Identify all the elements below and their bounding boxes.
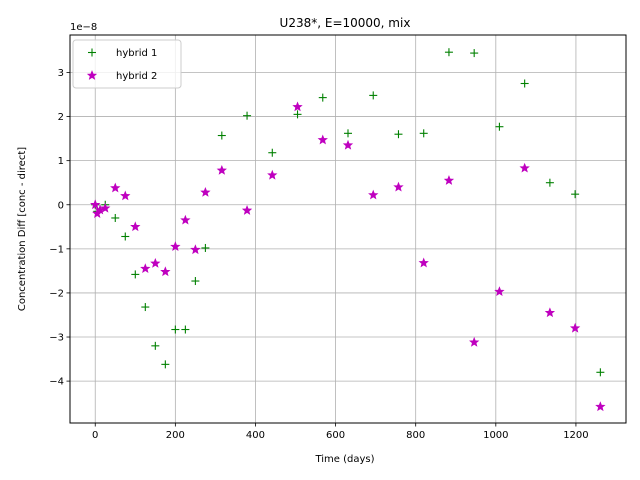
axis-ticks: 0 200 400 600 800 1000 1200 −4 −3 −2 −1 0 1 2 3 [49, 68, 588, 441]
y-offset-label: 1e−8 [70, 22, 97, 33]
legend-label-hybrid-2: hybrid 2 [116, 71, 157, 82]
data-point [121, 232, 130, 241]
data-point [170, 241, 181, 252]
data-point [571, 190, 580, 199]
data-point [443, 175, 455, 185]
x-tick-label: 200 [166, 430, 185, 441]
data-point [120, 190, 131, 201]
data-point [318, 93, 327, 102]
data-point [131, 270, 140, 279]
y-tick-label: 3 [58, 68, 64, 79]
legend-marker-hybrid-1 [88, 48, 96, 57]
data-point [344, 129, 352, 138]
data-point [368, 189, 379, 200]
data-point [216, 164, 227, 175]
y-tick-label: −3 [49, 333, 64, 344]
x-axis-label: Time (days) [314, 454, 374, 465]
x-tick-label: 0 [92, 430, 98, 441]
x-tick-label: 600 [326, 430, 345, 441]
data-point [90, 199, 101, 210]
data-point [180, 214, 191, 225]
data-point [544, 307, 556, 318]
data-point [418, 257, 429, 268]
legend-marker-symbol [88, 48, 96, 57]
data-point [151, 341, 160, 350]
data-point [495, 122, 504, 131]
data-point [545, 178, 554, 187]
data-point [241, 205, 253, 215]
legend-label-hybrid-1: hybrid 1 [116, 48, 157, 59]
y-tick-label: −1 [49, 244, 64, 255]
series-hybrid-2 [90, 101, 606, 412]
data-point [494, 286, 505, 296]
data-point [150, 257, 161, 268]
data-point [394, 130, 403, 139]
data-point [171, 325, 180, 334]
data-point [140, 263, 151, 274]
grid [70, 35, 626, 423]
data-point [596, 368, 605, 377]
data-point [317, 134, 328, 145]
data-point [200, 186, 211, 197]
x-tick-label: 400 [246, 430, 265, 441]
data-point [595, 401, 606, 412]
legend: hybrid 1 hybrid 2 [72, 39, 182, 89]
data-point [520, 79, 529, 88]
data-point [292, 101, 303, 112]
x-tick-label: 1000 [483, 430, 508, 441]
y-axis-label: Concentration Diff [conc - direct] [17, 147, 28, 311]
data-point [369, 91, 378, 100]
chart-title: U238*, E=10000, mix [280, 16, 411, 30]
data-point [469, 336, 480, 347]
y-tick-label: 1 [58, 156, 64, 167]
data-point [243, 111, 252, 120]
x-tick-label: 1200 [563, 430, 588, 441]
x-tick-label: 800 [406, 430, 425, 441]
y-tick-label: 2 [58, 112, 64, 123]
data-point [419, 129, 428, 138]
data-point [141, 303, 150, 312]
data-point [268, 148, 277, 157]
data-point [201, 243, 210, 252]
legend-box [72, 39, 182, 89]
legend-marker-symbol [86, 70, 98, 80]
data-point [181, 325, 190, 334]
legend-marker-hybrid-2 [86, 70, 98, 80]
data-point [569, 322, 581, 333]
data-point [190, 244, 201, 255]
data-point [293, 110, 302, 119]
data-point [519, 162, 530, 173]
data-point [267, 169, 278, 180]
data-point [217, 131, 226, 140]
data-point [444, 48, 453, 57]
data-point [342, 139, 354, 150]
data-point [191, 277, 200, 286]
data-point [393, 181, 404, 192]
data-point [100, 202, 111, 213]
y-tick-label: 0 [58, 200, 64, 211]
data-points [90, 48, 606, 412]
data-point [161, 360, 170, 369]
data-point [110, 182, 121, 193]
plot-frame [69, 34, 627, 424]
y-tick-label: −4 [49, 377, 64, 388]
y-tick-label: −2 [49, 288, 64, 299]
data-point [160, 266, 171, 277]
data-point [130, 221, 141, 232]
data-point [470, 49, 479, 58]
data-point [111, 213, 120, 222]
